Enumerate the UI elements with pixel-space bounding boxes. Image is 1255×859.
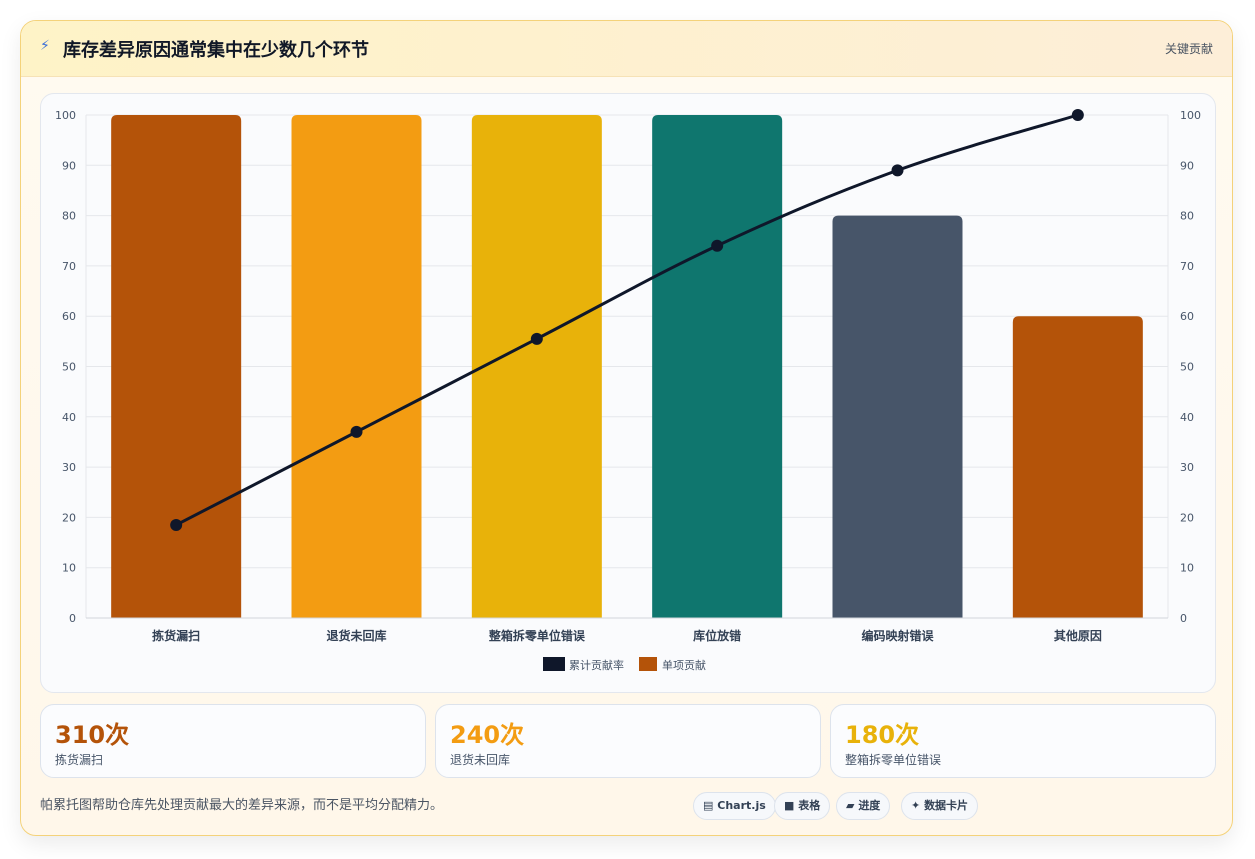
legend-swatch-cumulative [543, 657, 565, 671]
table-icon: ■ [784, 799, 795, 812]
stat-card: 310次 拣货漏扫 [40, 704, 426, 778]
line-point [530, 332, 543, 345]
y-tick-label: 60 [62, 310, 76, 323]
chart-icon: ▤ [703, 799, 714, 812]
y-tick-label: 10 [62, 562, 76, 575]
pill-chartjs[interactable]: ▤ Chart.js [693, 792, 776, 820]
y-tick-label: 20 [62, 511, 76, 524]
legend-label-bar: 单项贡献 [662, 658, 706, 672]
bar [652, 115, 783, 618]
y-tick-label: 40 [62, 411, 76, 424]
pill-label: 数据卡片 [924, 799, 969, 812]
y2-tick-label: 40 [1180, 411, 1194, 424]
footnote: 帕累托图帮助仓库先处理贡献最大的差异来源，而不是平均分配精力。 [40, 798, 444, 813]
y-tick-label: 90 [62, 159, 76, 172]
y2-tick-label: 90 [1180, 159, 1194, 172]
stat-card: 180次 整箱拆零单位错误 [830, 704, 1216, 778]
pill-label: 表格 [798, 799, 821, 812]
y2-tick-label: 70 [1180, 260, 1194, 273]
x-tick-label: 整箱拆零单位错误 [488, 628, 586, 643]
x-tick-label: 拣货漏扫 [152, 628, 200, 643]
y2-tick-label: 50 [1180, 361, 1194, 374]
y2-tick-label: 60 [1180, 310, 1194, 323]
line-point [1071, 109, 1084, 121]
x-tick-label: 库位放错 [693, 628, 741, 643]
sparkle-icon: ✦ [911, 799, 921, 812]
y2-tick-label: 30 [1180, 461, 1194, 474]
legend-swatch-bar [639, 657, 657, 671]
cumulative-line [175, 113, 1079, 527]
y2-tick-label: 0 [1180, 612, 1187, 625]
pill-table[interactable]: ■ 表格 [774, 792, 831, 820]
y-tick-label: 80 [62, 210, 76, 223]
y-tick-label: 0 [69, 612, 76, 625]
stat-label: 退货未回库 [450, 753, 511, 767]
y2-tick-label: 20 [1180, 511, 1194, 524]
header-tag: 关键贡献 [1164, 42, 1213, 56]
bar [291, 115, 422, 618]
y2-tick-label: 80 [1180, 210, 1194, 223]
x-tick-label: 其他原因 [1054, 628, 1102, 643]
bar [471, 115, 602, 618]
pareto-chart: 0 0 10 10 20 20 30 30 40 40 50 50 60 60 70 70 80 80 90 90 10… [55, 109, 1201, 672]
y-tick-label: 100 [55, 109, 76, 122]
line-point [891, 164, 904, 177]
x-tick-label: 编码映射错误 [860, 628, 934, 643]
stat-card: 240次 退货未回库 [435, 704, 821, 778]
line-point [170, 518, 183, 531]
y2-tick-label: 10 [1180, 562, 1194, 575]
card-header: ⚡ 库存差异原因通常集中在少数几个环节 关键贡献 [21, 21, 1232, 77]
pill-progress[interactable]: ▰ 进度 [836, 792, 891, 820]
stat-value: 240次 [450, 721, 525, 749]
bar [111, 115, 242, 618]
y2-tick-label: 100 [1180, 109, 1201, 122]
lightning-icon: ⚡ [40, 38, 50, 54]
stat-label: 拣货漏扫 [55, 753, 104, 767]
line-point [711, 239, 724, 252]
y-tick-label: 30 [62, 461, 76, 474]
legend-label-cumulative: 累计贡献率 [569, 658, 624, 672]
pill-label: 进度 [858, 799, 881, 812]
pill-datacard[interactable]: ✦ 数据卡片 [901, 792, 979, 820]
y-tick-label: 50 [62, 361, 76, 374]
progress-icon: ▰ [846, 799, 855, 812]
y-tick-label: 70 [62, 260, 76, 273]
line-point [350, 425, 363, 438]
stat-value: 180次 [845, 721, 920, 749]
stat-label: 整箱拆零单位错误 [845, 753, 942, 767]
x-tick-label: 退货未回库 [326, 628, 386, 643]
bar [832, 215, 963, 618]
bar [1012, 316, 1143, 618]
pill-label: Chart.js [717, 799, 766, 812]
stat-value: 310次 [55, 721, 130, 749]
chart-title: 库存差异原因通常集中在少数几个环节 [63, 40, 369, 61]
